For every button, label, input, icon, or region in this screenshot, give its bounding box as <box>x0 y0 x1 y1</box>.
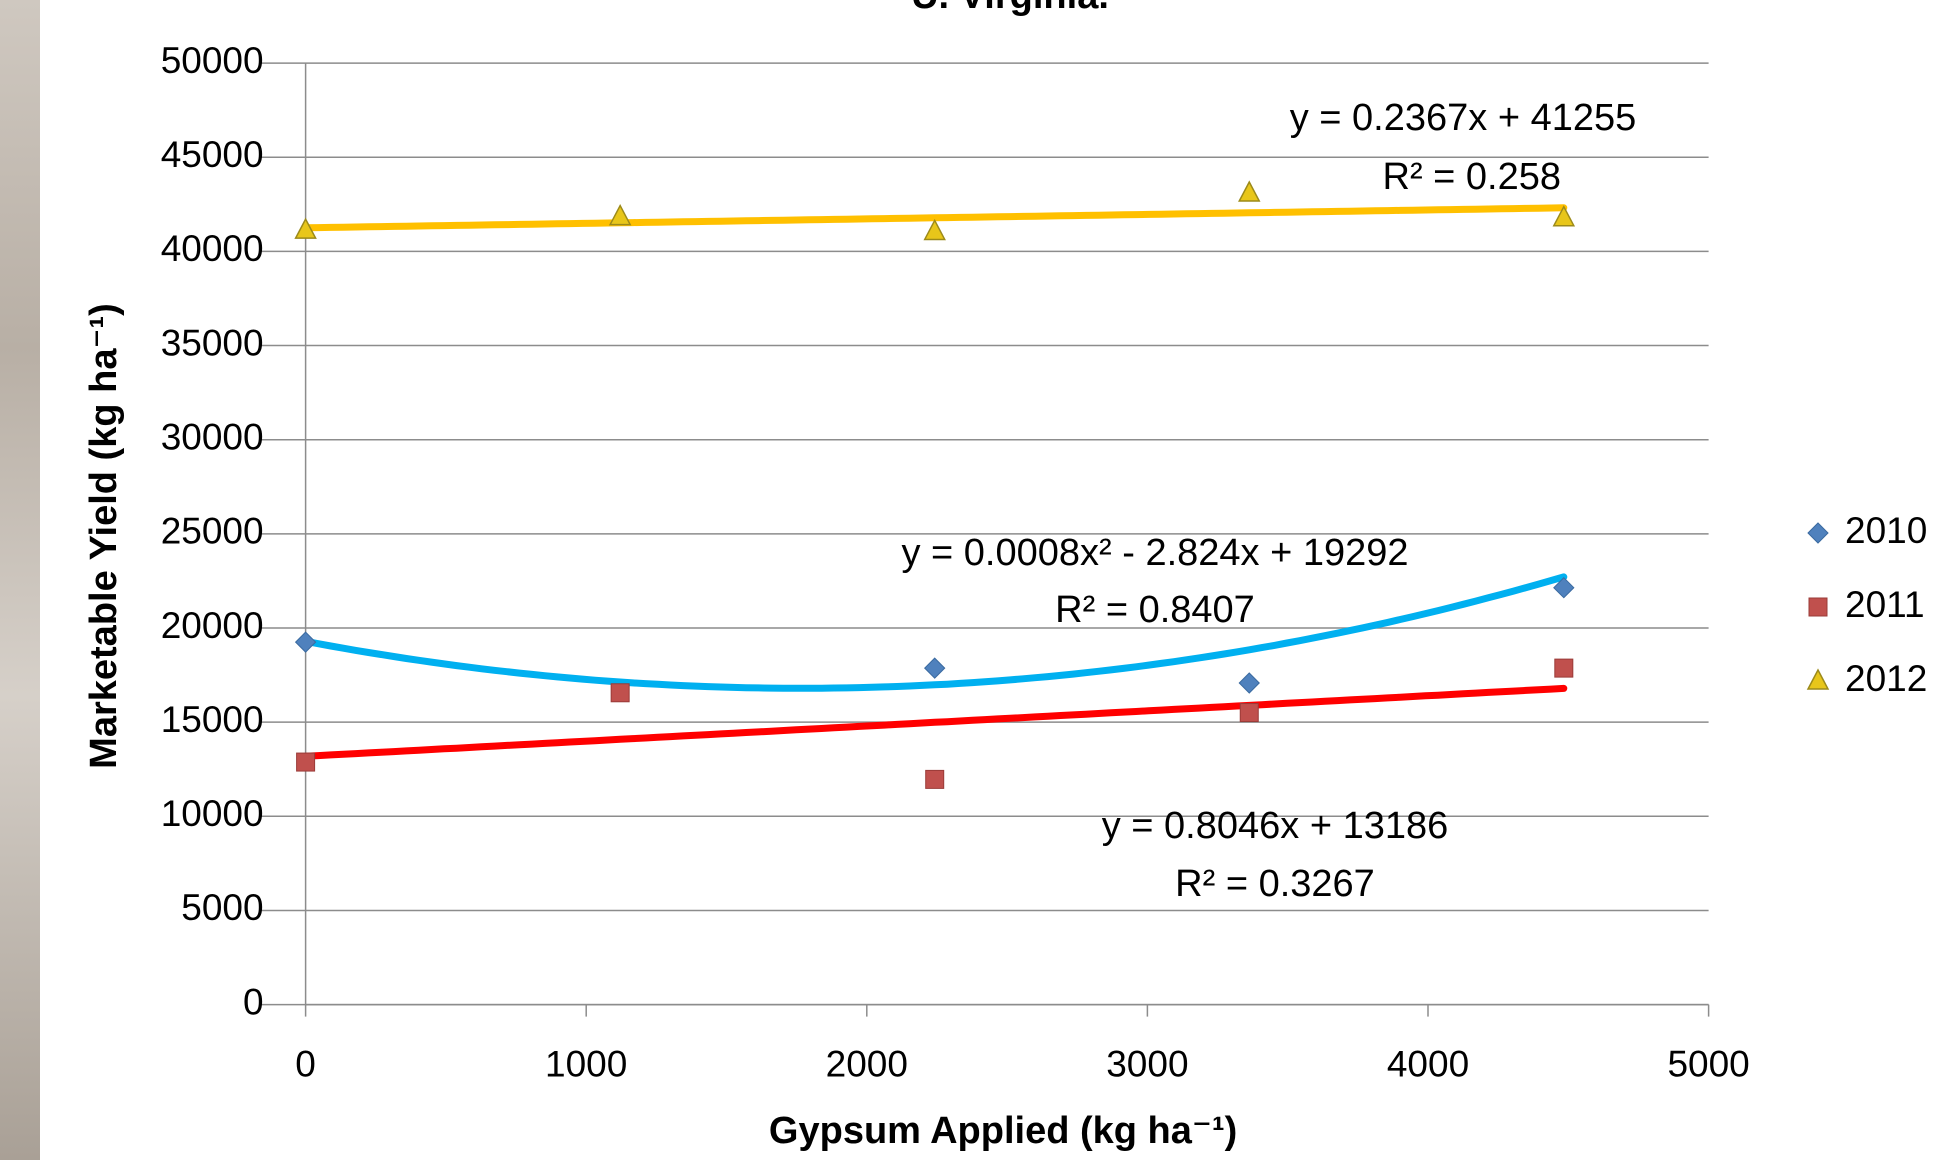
legend-label: 2012 <box>1845 658 1927 699</box>
point <box>1238 180 1261 202</box>
x-tick-label: 2000 <box>826 1043 908 1084</box>
y-tick-label: 0 <box>243 981 264 1022</box>
legend-marker <box>1806 668 1830 690</box>
point <box>1553 576 1575 599</box>
legend-label: 2011 <box>1845 584 1925 625</box>
y-tick-label: 30000 <box>161 416 264 457</box>
point <box>610 683 630 703</box>
x-tick-label: 0 <box>295 1043 316 1084</box>
point <box>1552 205 1576 227</box>
y-tick-label: 25000 <box>161 511 264 552</box>
legend-marker <box>1807 522 1829 544</box>
trendline <box>302 684 1568 760</box>
y-tick-label: 50000 <box>161 40 264 81</box>
trend-equation: y = 0.8046x + 13186 <box>1102 805 1449 847</box>
y-tick-label: 20000 <box>161 605 264 646</box>
trend-equation: y = 0.2367x + 41255 <box>1290 97 1637 139</box>
chart-title: U. Virginia. <box>911 0 1109 17</box>
point <box>1554 658 1574 678</box>
x-tick-label: 3000 <box>1106 1043 1188 1084</box>
y-tick-label: 10000 <box>161 793 264 834</box>
point <box>1238 672 1260 694</box>
trendline <box>302 204 1568 232</box>
trend-r2: R² = 0.3267 <box>1175 863 1375 905</box>
legend-marker <box>1808 597 1828 617</box>
trend-r2: R² = 0.8407 <box>1055 589 1255 631</box>
x-tick-label: 5000 <box>1667 1043 1749 1084</box>
y-axis-title: Marketable Yield (kg ha⁻¹) <box>83 303 125 769</box>
x-tick-label: 4000 <box>1387 1043 1469 1084</box>
point <box>608 203 632 226</box>
y-tick-label: 5000 <box>181 887 263 928</box>
point <box>1239 703 1259 723</box>
point <box>925 769 945 789</box>
point <box>294 631 317 653</box>
point <box>923 657 946 679</box>
background-strip <box>0 0 40 1160</box>
point <box>923 218 946 241</box>
x-axis-title: Gypsum Applied (kg ha⁻¹) <box>769 1110 1237 1152</box>
y-tick-label: 40000 <box>161 228 264 269</box>
y-tick-label: 15000 <box>161 699 264 740</box>
x-tick-label: 1000 <box>545 1043 627 1084</box>
y-tick-label: 45000 <box>161 134 264 175</box>
y-tick-label: 35000 <box>161 322 264 363</box>
point <box>294 217 317 239</box>
trend-equation: y = 0.0008x² - 2.824x + 19292 <box>901 532 1408 574</box>
trend-r2: R² = 0.258 <box>1383 156 1562 198</box>
legend-label: 2010 <box>1845 510 1927 551</box>
trendline <box>302 573 1568 692</box>
point <box>296 752 316 772</box>
